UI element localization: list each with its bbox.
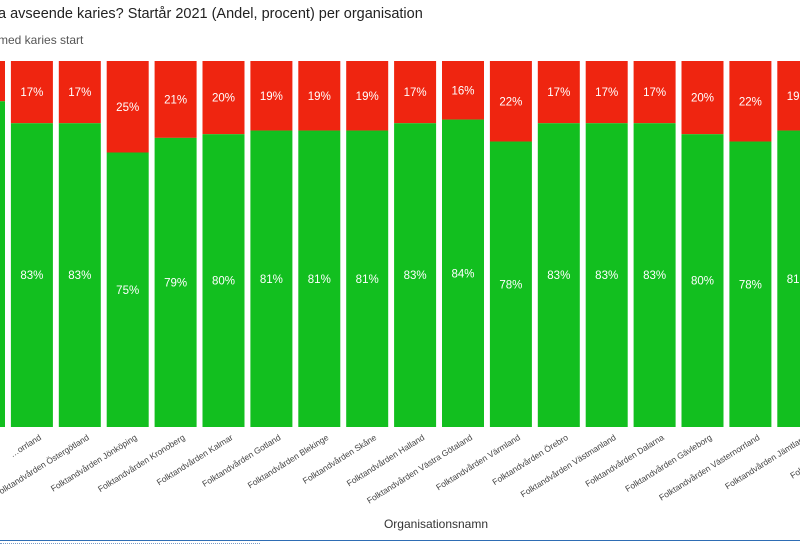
bar-segment-bottom xyxy=(777,130,800,428)
bar-segment-bottom xyxy=(585,123,628,427)
data-label-bottom: 75% xyxy=(116,285,139,297)
bar-segment-bottom xyxy=(681,134,724,427)
bar-segment-top xyxy=(154,61,197,138)
bar-segment-bottom xyxy=(10,123,53,427)
bar-segment-bottom xyxy=(202,134,245,427)
data-label-bottom: 83% xyxy=(404,270,427,282)
bar-segment-top xyxy=(58,61,101,124)
bar-segment-top xyxy=(394,61,437,124)
data-label-bottom: 83% xyxy=(643,270,666,282)
bar-segment-top xyxy=(585,61,628,124)
data-label-bottom: 84% xyxy=(451,268,474,280)
data-label-top: 17% xyxy=(643,87,666,99)
x-tick-label: Folktandvården Gävleborg xyxy=(623,432,713,494)
data-label-top: 21% xyxy=(164,94,187,106)
data-label-top: 17% xyxy=(547,87,570,99)
x-tick-label: Folktandvården Halland xyxy=(345,432,427,488)
x-tick-label: Folktandvården Värmland xyxy=(434,432,522,492)
bar-segment-top xyxy=(537,61,580,124)
x-tick-label: Folktandvården Blekinge xyxy=(246,432,331,490)
bar-segment-top xyxy=(106,61,149,153)
x-tick-label: Folktandvården Dalarna xyxy=(583,432,665,489)
data-label-bottom: 80% xyxy=(691,276,714,288)
bar-segment-bottom xyxy=(346,130,389,428)
data-label-top: 20% xyxy=(691,93,714,105)
chart-title: a avseende karies? Startår 2021 (Andel, … xyxy=(0,6,423,22)
x-tick-label: Folktandvården Kronoberg xyxy=(96,432,187,494)
data-label-bottom: 81% xyxy=(260,274,283,286)
bar-segment-top xyxy=(442,61,484,120)
data-label-bottom: 83% xyxy=(547,270,570,282)
data-label-bottom: 81% xyxy=(356,274,379,286)
bar-segment-top xyxy=(729,61,772,142)
data-label-top: 22% xyxy=(739,96,762,108)
data-label-bottom: 78% xyxy=(499,279,522,291)
data-label-top: 17% xyxy=(68,87,91,99)
bar-segment-bottom xyxy=(489,141,532,427)
bar-segment-top xyxy=(681,61,724,135)
x-tick-label: Folktandvården Västmanland xyxy=(519,432,618,499)
bar-segment-bottom xyxy=(154,137,197,428)
data-label-top: 19% xyxy=(356,91,379,103)
x-tick-label: Folktandvården Jämtland xyxy=(723,432,800,491)
data-label-top: 17% xyxy=(20,87,43,99)
x-axis-title: Organisationsnamn xyxy=(384,517,488,531)
bar-segment-top xyxy=(0,61,5,102)
x-tick-label: …orrland xyxy=(8,432,43,459)
bar-segment-bottom xyxy=(250,130,293,428)
data-label-bottom: 83% xyxy=(595,270,618,282)
bar-segment-bottom xyxy=(729,141,772,427)
bar-segment-top xyxy=(489,61,532,142)
data-label-bottom: 80% xyxy=(212,276,235,288)
bar-segment-bottom xyxy=(394,123,437,427)
data-label-bottom: 79% xyxy=(164,277,187,289)
data-label-bottom: 83% xyxy=(68,270,91,282)
x-tick-label: Folktandvården Gotland xyxy=(200,432,282,489)
bar-segment-bottom xyxy=(298,130,341,428)
data-label-top: 25% xyxy=(116,102,139,114)
bar-segment-top xyxy=(633,61,676,124)
x-tick-label: Folktandvården Östergötland xyxy=(0,432,91,499)
bar-segment-top xyxy=(202,61,245,135)
footer-note-line xyxy=(0,543,260,545)
data-label-top: 22% xyxy=(499,96,522,108)
data-label-top: 19% xyxy=(260,91,283,103)
x-tick-label: Folktandvården Jönköping xyxy=(49,432,139,493)
data-label-bottom: 78% xyxy=(739,279,762,291)
bar-segment-bottom xyxy=(58,123,101,427)
data-label-bottom: 83% xyxy=(20,270,43,282)
data-label-top: 19% xyxy=(308,91,331,103)
footer-rule xyxy=(0,540,800,541)
bar-segment-bottom xyxy=(537,123,580,427)
bar-segment-bottom xyxy=(442,119,484,427)
data-label-top: 20% xyxy=(212,93,235,105)
bar-segment-top xyxy=(298,61,341,131)
legend-entry: med karies start xyxy=(0,33,84,47)
bar-segment-top xyxy=(10,61,53,124)
data-label-top: 19% xyxy=(787,91,800,103)
bar-segment-bottom xyxy=(0,101,5,427)
bar-segment-top xyxy=(346,61,389,131)
data-label-bottom: 81% xyxy=(308,274,331,286)
data-label-top: 17% xyxy=(595,87,618,99)
bar-segment-bottom xyxy=(106,152,149,427)
bar-segment-bottom xyxy=(633,123,676,427)
bar-segment-top xyxy=(250,61,293,131)
bar-segment-top xyxy=(777,61,800,131)
data-label-top: 16% xyxy=(451,85,474,97)
data-label-bottom: 81% xyxy=(787,274,800,286)
data-label-top: 17% xyxy=(404,87,427,99)
